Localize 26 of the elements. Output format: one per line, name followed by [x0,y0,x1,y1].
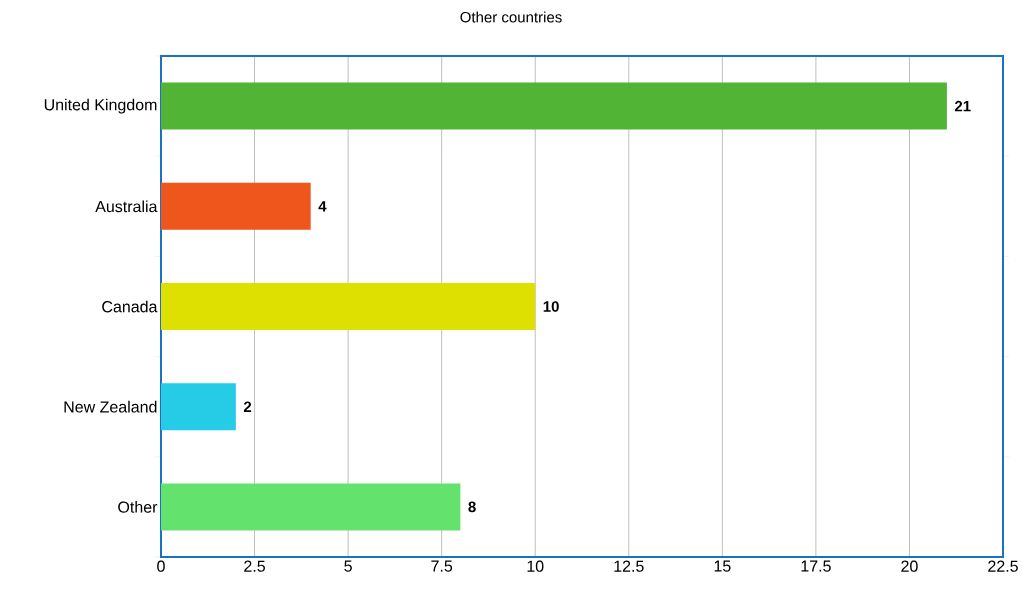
x-tick-label: 12.5 [614,560,644,572]
y-tick-label: Other [118,501,158,513]
x-tick-label: 7.5 [431,560,453,572]
y-tick-label: United Kingdom [44,98,157,114]
data-label: 21 [954,100,971,112]
x-tick-label: 10 [527,560,544,572]
x-tick-label: 22.5 [988,560,1018,572]
data-label: 4 [318,201,327,212]
chart-title: Other countries [460,11,562,23]
x-tick-label: 15 [714,560,731,572]
bar [161,283,536,330]
x-tick-label: 0 [157,560,165,572]
x-tick-label: 17.5 [801,560,831,572]
y-tick-label: New Zealand [64,400,157,413]
x-tick-label: 20 [901,560,918,572]
bar [161,182,311,230]
y-tick-label: Australia [95,200,158,213]
x-tick-label: 5 [344,560,352,572]
y-tick-label: Canada [102,300,158,313]
bar [161,483,461,531]
x-tick-label: 2.5 [244,560,265,572]
data-label: 10 [543,301,559,312]
data-label: 2 [243,401,252,412]
bar [161,82,947,130]
data-label: 8 [468,501,476,513]
bar [161,383,236,431]
